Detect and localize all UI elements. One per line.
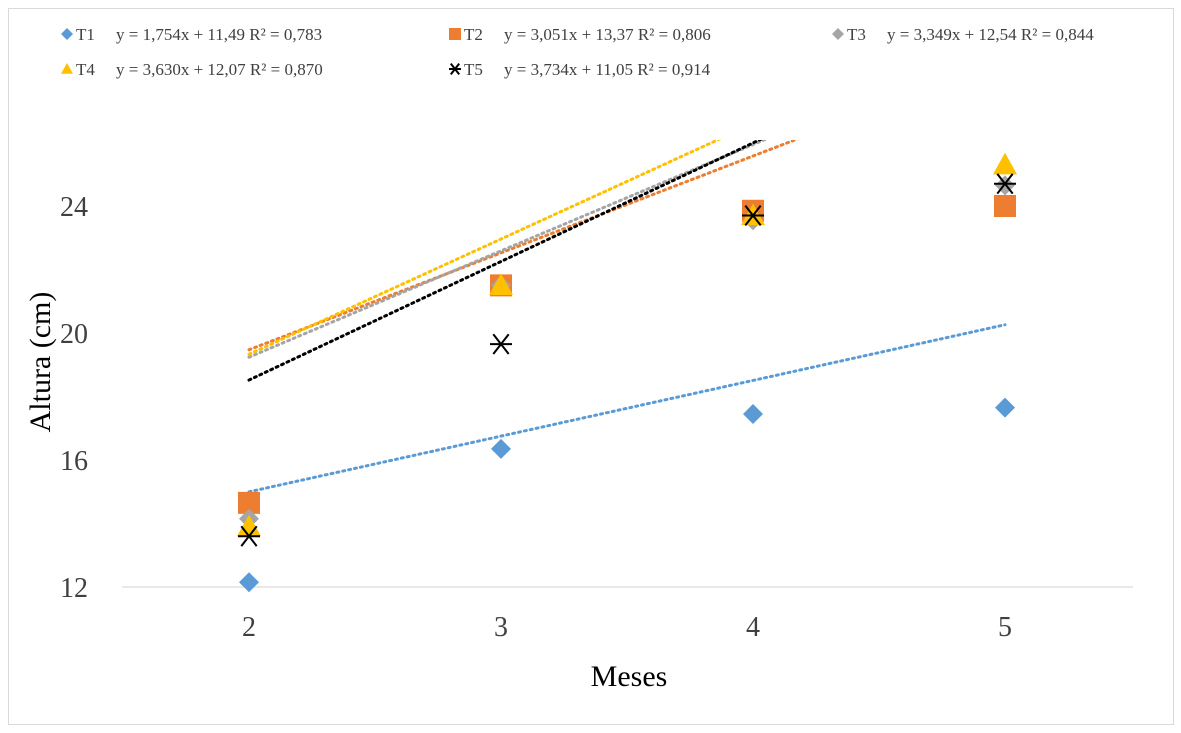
legend: T1 y = 1,754x + 11,49 R² = 0,783 T2 y = 3,0… (61, 25, 1094, 79)
trendline-t1 (247, 323, 1007, 494)
legend-equation-t1: y = 1,754x + 11,49 R² = 0,783 (116, 25, 322, 44)
x-tick-label: 5 (998, 612, 1012, 643)
legend-item-t2: T2 y = 3,051x + 13,37 R² = 0,806 (449, 25, 711, 44)
trendline-t3 (247, 140, 768, 359)
legend-item-t3: T3 y = 3,349x + 12,54 R² = 0,844 (832, 25, 1094, 44)
legend-label-t1: T1 (76, 25, 95, 44)
legend-label-t3: T3 (847, 25, 866, 44)
data-point-t5 (742, 205, 764, 227)
y-tick-label: 24 (60, 192, 88, 223)
data-point-t5-d2 (240, 525, 258, 547)
data-point-t4 (993, 152, 1017, 175)
legend-item-t5: T5 y = 3,734x + 11,05 R² = 0,914 (449, 60, 711, 79)
data-point-t5-d2 (744, 205, 762, 227)
data-point-t1 (239, 572, 259, 593)
legend-marker-t4 (61, 63, 73, 74)
legend-marker-t5 (449, 62, 461, 76)
data-point-t2 (994, 195, 1016, 217)
data-point-t1 (995, 397, 1015, 418)
legend-equation-t5: y = 3,734x + 11,05 R² = 0,914 (504, 60, 711, 79)
legend-equation-t4: y = 3,630x + 12,07 R² = 0,870 (116, 60, 323, 79)
legend-item-t1: T1 y = 1,754x + 11,49 R² = 0,783 (61, 25, 322, 44)
y-tick-label: 16 (60, 446, 88, 477)
data-point-t5 (238, 525, 260, 547)
x-tick-label: 4 (746, 612, 760, 643)
y-tick-label: 12 (60, 573, 88, 604)
trendline-t5 (247, 140, 763, 382)
data-point-t1 (491, 438, 511, 459)
data-point-t2 (238, 491, 260, 514)
x-tick-label: 3 (494, 612, 508, 643)
y-axis-title: Altura (cm) (24, 292, 57, 433)
legend-label-t5: T5 (464, 60, 483, 79)
legend-label-t4: T4 (76, 60, 95, 79)
legend-marker-t3 (832, 28, 844, 40)
data-point-t5-d2 (492, 333, 510, 355)
data-point-t5 (994, 173, 1016, 195)
legend-marker-t5-d2 (450, 62, 460, 76)
data-point-t5-d2 (996, 173, 1014, 195)
x-axis-title: Meses (591, 660, 668, 693)
trendline-t4 (247, 140, 722, 356)
y-tick-label: 20 (60, 319, 88, 350)
data-point-t4 (489, 273, 513, 295)
data-points (237, 152, 1017, 593)
legend-marker-t1 (61, 28, 73, 40)
axes: 12 16 20 24 2 3 4 5 (60, 192, 1133, 643)
data-point-t1 (743, 403, 763, 424)
legend-label-t2: T2 (464, 25, 483, 44)
legend-marker-t2 (449, 28, 461, 40)
x-tick-label: 2 (242, 612, 256, 643)
legend-equation-t2: y = 3,051x + 13,37 R² = 0,806 (504, 25, 711, 44)
legend-item-t4: T4 y = 3,630x + 12,07 R² = 0,870 (61, 60, 323, 79)
chart-frame (8, 8, 1174, 725)
data-point-t5 (490, 333, 512, 355)
legend-equation-t3: y = 3,349x + 12,54 R² = 0,844 (887, 25, 1094, 44)
trendline-t2 (247, 140, 799, 352)
data-point-t4 (237, 514, 261, 537)
trendlines (247, 140, 1007, 494)
